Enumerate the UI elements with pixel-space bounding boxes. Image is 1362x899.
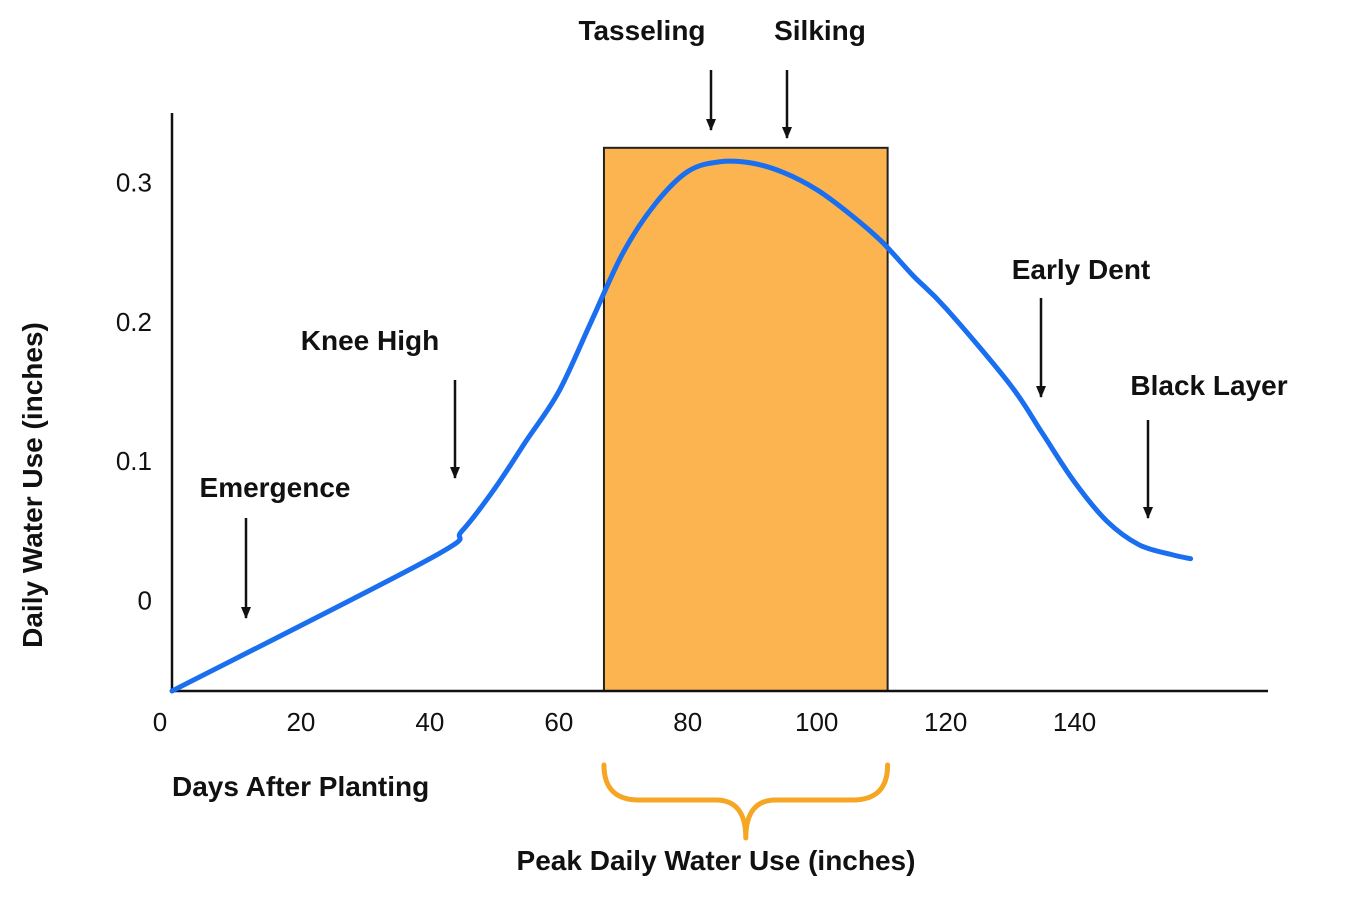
x-tick-label: 40 bbox=[415, 707, 444, 737]
peak-water-use-box bbox=[602, 146, 889, 692]
y-tick-label: 0.3 bbox=[116, 168, 152, 198]
y-tick-label: 0 bbox=[138, 585, 152, 615]
x-axis-label: Days After Planting bbox=[172, 771, 429, 802]
stage-label-black-layer: Black Layer bbox=[1130, 370, 1287, 401]
x-tick-label: 140 bbox=[1053, 707, 1096, 737]
stage-label-emergence: Emergence bbox=[200, 472, 351, 503]
stage-label-early-dent: Early Dent bbox=[1012, 254, 1151, 285]
x-tick-label: 0 bbox=[153, 707, 167, 737]
y-tick-label: 0.1 bbox=[116, 446, 152, 476]
peak-brace bbox=[601, 762, 891, 841]
plot-layer: 0 20 40 60 80 100 120 140 0 0.1 0.2 0.3 Emergence Kne… bbox=[116, 15, 1288, 841]
y-tick-label: 0.2 bbox=[116, 307, 152, 337]
x-tick-label: 80 bbox=[673, 707, 702, 737]
x-tick-label: 120 bbox=[924, 707, 967, 737]
label-layer: Days After Planting Daily Water Use (inc… bbox=[17, 322, 915, 876]
y-axis-label: Daily Water Use (inches) bbox=[17, 322, 48, 648]
stage-label-knee-high: Knee High bbox=[301, 325, 439, 356]
x-tick-label: 100 bbox=[795, 707, 838, 737]
highlight-label: Peak Daily Water Use (inches) bbox=[517, 845, 916, 876]
stage-label-silking: Silking bbox=[774, 15, 866, 46]
stage-label-tasseling: Tasseling bbox=[578, 15, 705, 46]
x-tick-label: 20 bbox=[286, 707, 315, 737]
water-use-curve bbox=[169, 158, 1194, 694]
x-tick-label: 60 bbox=[544, 707, 573, 737]
